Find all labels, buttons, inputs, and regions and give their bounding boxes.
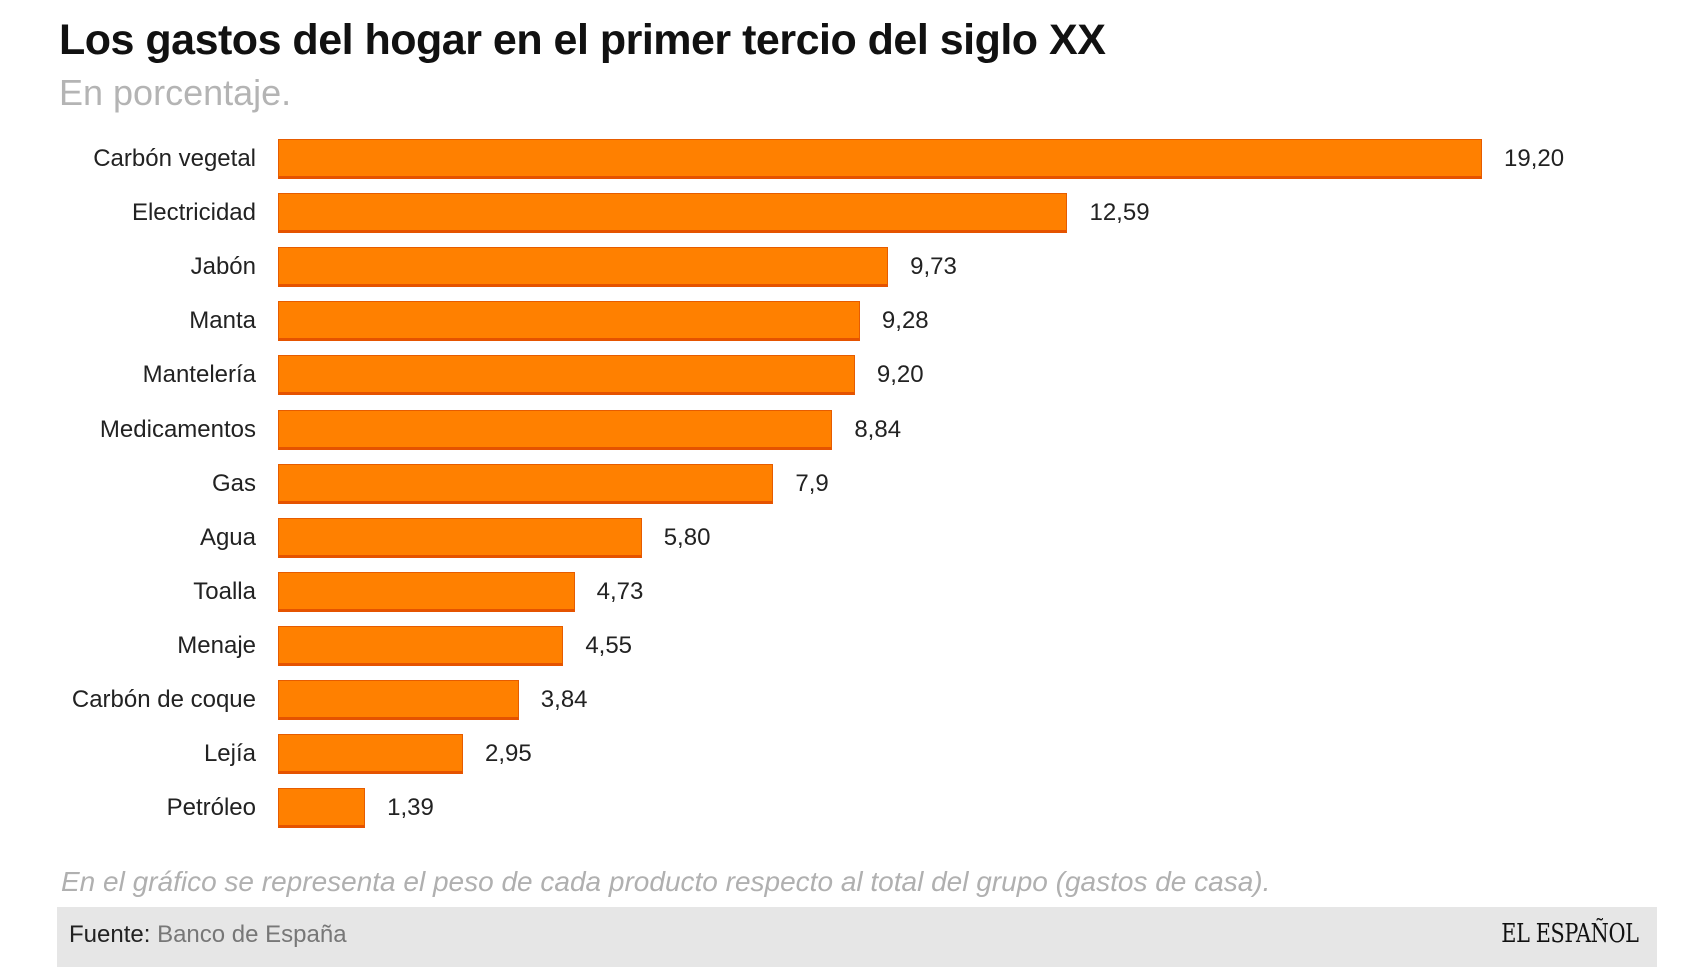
chart-note: En el gráfico se representa el peso de c… <box>61 866 1271 897</box>
bar <box>278 139 1482 179</box>
category-label: Carbón vegetal <box>93 145 256 172</box>
bar <box>278 571 575 612</box>
value-label: 1,39 <box>387 794 434 822</box>
bar <box>278 788 366 829</box>
value-label: 9,73 <box>910 253 957 281</box>
chart-subtitle: En porcentaje. <box>59 72 292 113</box>
value-label: 4,73 <box>596 577 644 605</box>
bar <box>278 409 833 450</box>
bar <box>278 680 519 720</box>
value-label: 19,20 <box>1504 145 1565 172</box>
source-label: Fuente: <box>69 921 151 948</box>
category-label: Manta <box>189 307 256 335</box>
value-label: 3,84 <box>540 686 588 713</box>
bar-chart: Carbón vegetal 19,20 Electricidad 12,59 Jabó… <box>71 139 1565 829</box>
category-label: Gas <box>211 469 256 497</box>
bar <box>278 734 463 775</box>
source: Fuente: Banco de España <box>69 921 347 949</box>
source-value: Banco de España <box>157 921 347 948</box>
value-label: 9,20 <box>876 361 924 389</box>
bar <box>278 301 860 342</box>
category-label: Toalla <box>193 577 256 605</box>
bar <box>278 625 564 666</box>
category-label: Petróleo <box>166 794 256 822</box>
value-label: 9,28 <box>881 307 929 335</box>
bar <box>278 463 774 504</box>
category-label: Mantelería <box>142 361 256 389</box>
chart-title: Los gastos del hogar en el primer tercio… <box>59 16 1106 64</box>
category-label: Carbón de coque <box>71 686 256 713</box>
category-label: Agua <box>199 523 256 551</box>
value-label: 12,59 <box>1089 199 1150 227</box>
footer-bar: Fuente: Banco de España EL ESPAÑOL <box>57 907 1657 967</box>
bar <box>278 517 642 558</box>
category-label: Jabón <box>190 253 256 281</box>
el-espanol-logo: EL ESPAÑOL <box>1501 919 1640 949</box>
bar <box>278 193 1068 234</box>
category-label: Menaje <box>177 631 256 659</box>
value-label: 7,9 <box>795 469 829 497</box>
value-label: 4,55 <box>585 631 633 659</box>
value-label: 2,95 <box>484 740 532 768</box>
category-label: Lejía <box>203 740 256 768</box>
value-label: 5,80 <box>663 523 711 551</box>
bar <box>278 355 855 396</box>
category-label: Electricidad <box>131 199 256 227</box>
bar <box>278 247 889 288</box>
value-label: 8,84 <box>854 415 902 443</box>
category-label: Medicamentos <box>99 415 256 443</box>
